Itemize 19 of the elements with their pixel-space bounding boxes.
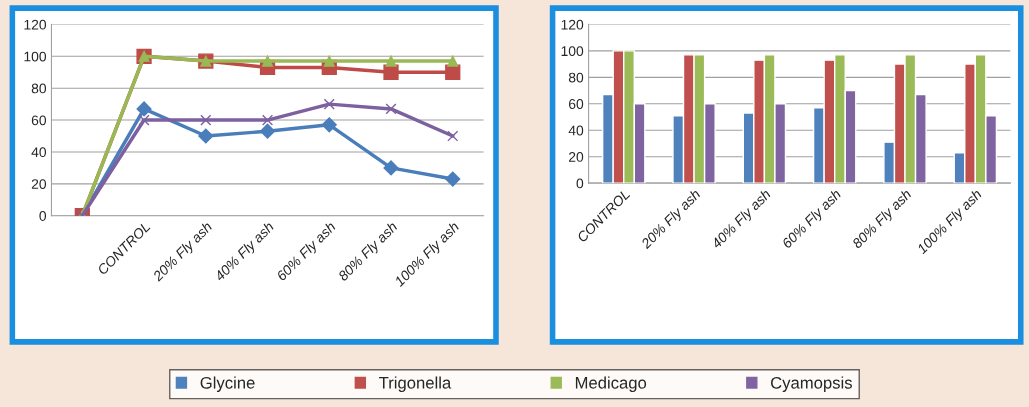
y-tick-label: 0 [39, 211, 47, 221]
y-tick-label: 100 [24, 51, 47, 62]
y-tick-label: 80 [568, 72, 584, 83]
y-tick-label: 40 [568, 125, 584, 136]
y-tick-label: 0 [576, 178, 584, 189]
y-tick-label: 20 [568, 152, 584, 162]
y-tick-label: 60 [31, 115, 47, 126]
y-tick-label: 120 [561, 19, 584, 30]
y-tick-label: 120 [24, 19, 47, 30]
y-tick-label: 80 [31, 83, 47, 94]
y-tick-label: 20 [31, 179, 47, 189]
y-tick-label: 60 [568, 99, 584, 109]
legend-label: Medicago [575, 376, 647, 392]
legend-label: Cyamopsis [770, 376, 852, 392]
x-tick-label: 40% Fly ash [710, 188, 774, 252]
legend-label: Glycine [200, 376, 255, 392]
y-tick-label: 40 [31, 147, 47, 158]
legend-label: Trigonella [379, 376, 452, 392]
y-tick-label: 100 [561, 46, 584, 57]
